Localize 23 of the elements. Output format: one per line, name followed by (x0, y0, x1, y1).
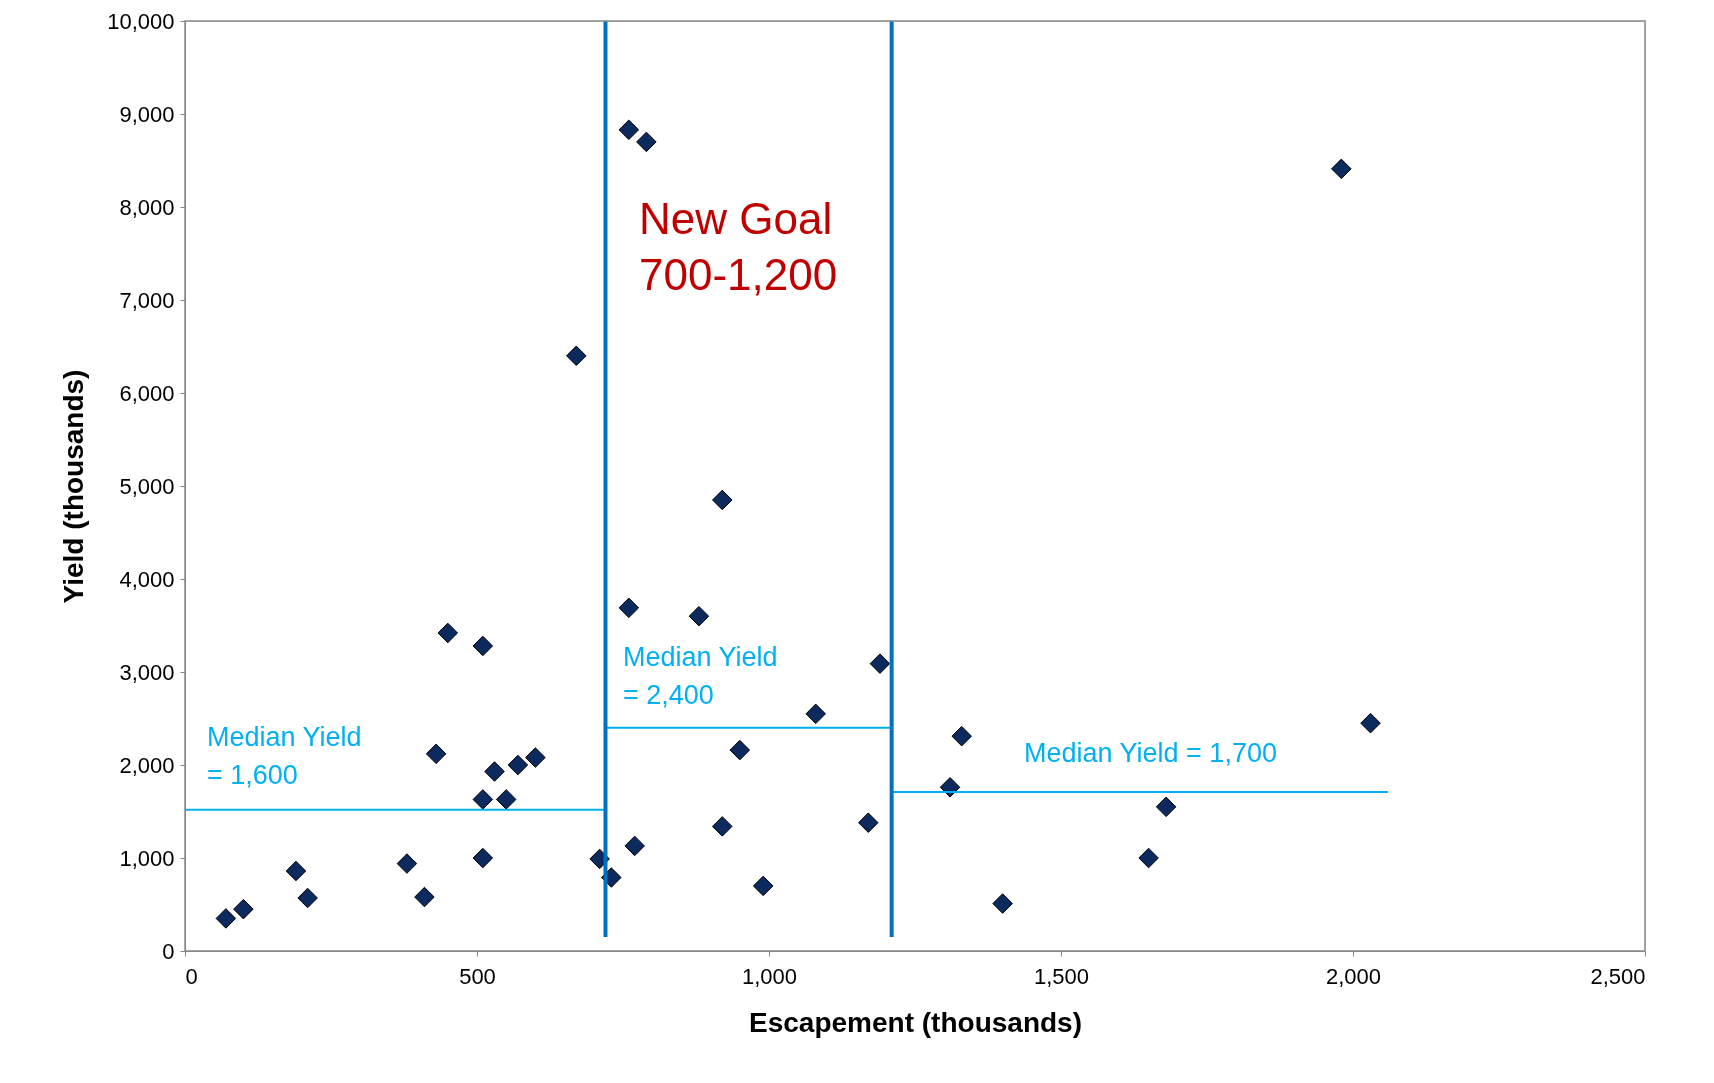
y-tick-label: 4,000 (119, 566, 175, 592)
y-axis-title: Yield (thousands) (58, 369, 90, 604)
annotation: Median Yield = 1,700 (1024, 738, 1277, 768)
annotation: New Goal 700-1,200 (639, 194, 838, 299)
y-tick-label: 8,000 (119, 194, 175, 220)
y-tick-label: 0 (162, 938, 175, 964)
x-tick-label: 2,500 (1590, 963, 1646, 989)
x-axis-title: Escapement (thousands) (749, 1006, 1082, 1038)
x-tick-label: 1,500 (1033, 963, 1090, 989)
y-tick-label: 5,000 (119, 473, 175, 499)
y-tick-label: 10,000 (107, 8, 175, 34)
x-tick-label: 1,000 (741, 963, 798, 989)
y-tick-label: 1,000 (119, 845, 175, 871)
x-tick-label: 500 (459, 963, 496, 989)
annotation: Median Yield = 2,400 (623, 642, 778, 710)
y-tick-label: 9,000 (119, 101, 175, 127)
y-tick-label: 7,000 (119, 287, 175, 313)
x-tick-label: 2,000 (1325, 963, 1382, 989)
y-tick-label: 2,000 (119, 752, 175, 778)
y-tick-label: 6,000 (119, 380, 175, 406)
y-tick-label: 3,000 (119, 659, 175, 685)
annotation: Median Yield = 1,600 (207, 722, 362, 790)
x-tick-label: 0 (185, 963, 198, 989)
